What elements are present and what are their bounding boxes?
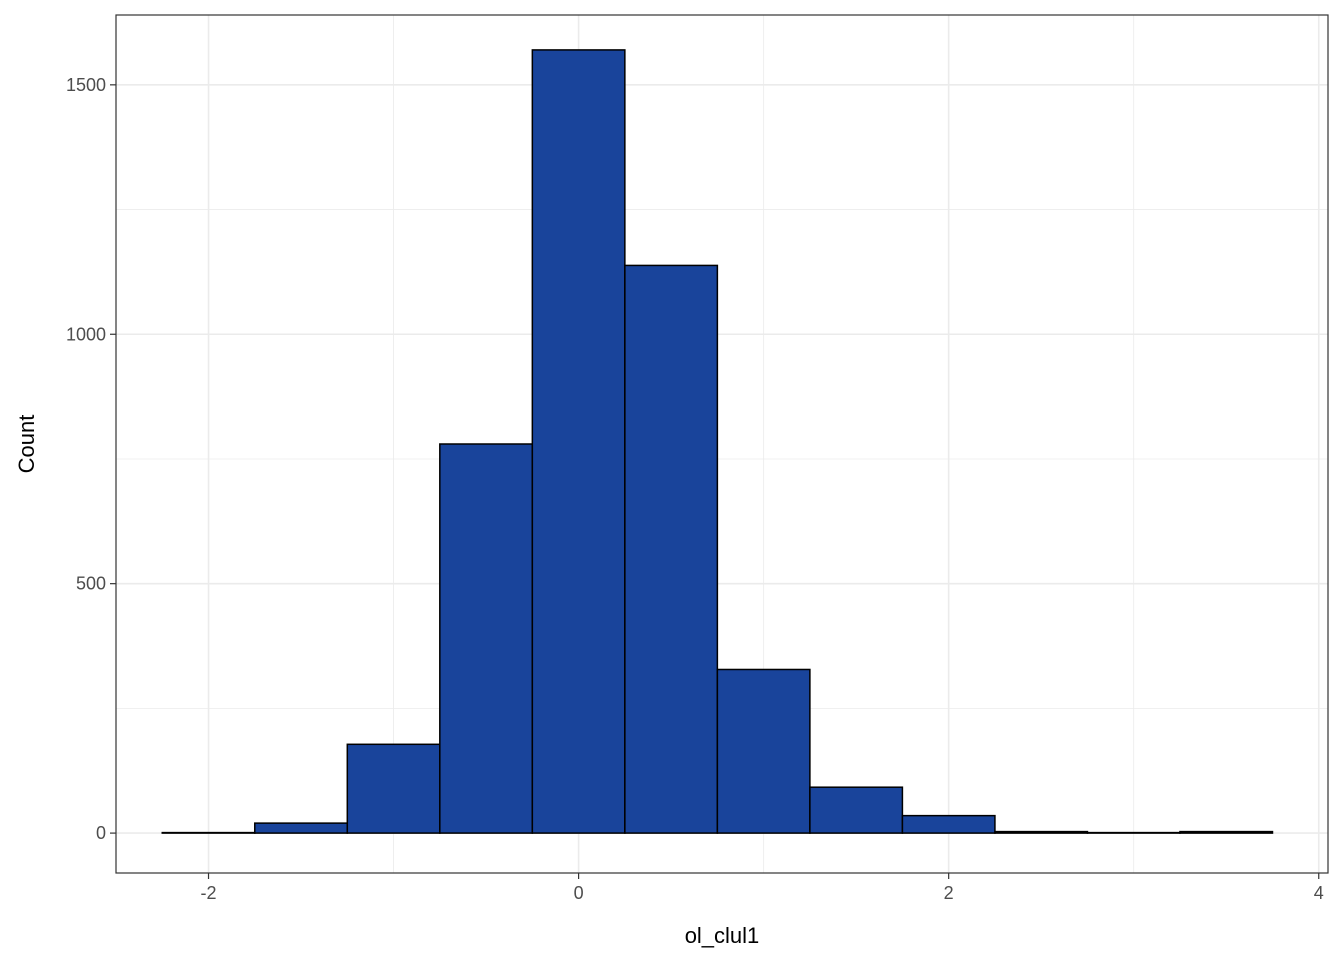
histogram-bar	[1179, 830, 1274, 834]
histogram-bar	[439, 443, 534, 834]
histogram-bar	[346, 743, 441, 834]
y-tick-label: 1500	[66, 75, 106, 95]
histogram-bar	[531, 49, 626, 834]
histogram-bar	[994, 830, 1089, 834]
histogram-bar	[809, 786, 904, 834]
x-axis: -2 0 2 4	[201, 873, 1324, 903]
y-axis: 0 500 1000 1500	[66, 75, 116, 843]
histogram-bar	[716, 668, 811, 834]
x-tick-label: 4	[1314, 883, 1324, 903]
y-tick-label: 1000	[66, 324, 106, 344]
y-axis-title: Count	[14, 415, 39, 474]
y-tick-label: 0	[96, 823, 106, 843]
y-tick-label: 500	[76, 574, 106, 594]
histogram-bar	[254, 822, 349, 834]
histogram-bars	[161, 49, 1274, 834]
x-axis-title: ol_clul1	[685, 923, 760, 948]
histogram-bar	[901, 814, 996, 834]
histogram-bar	[624, 264, 719, 834]
x-tick-label: 0	[574, 883, 584, 903]
x-tick-label: -2	[201, 883, 217, 903]
panel-border	[115, 14, 1329, 874]
x-tick-label: 2	[944, 883, 954, 903]
